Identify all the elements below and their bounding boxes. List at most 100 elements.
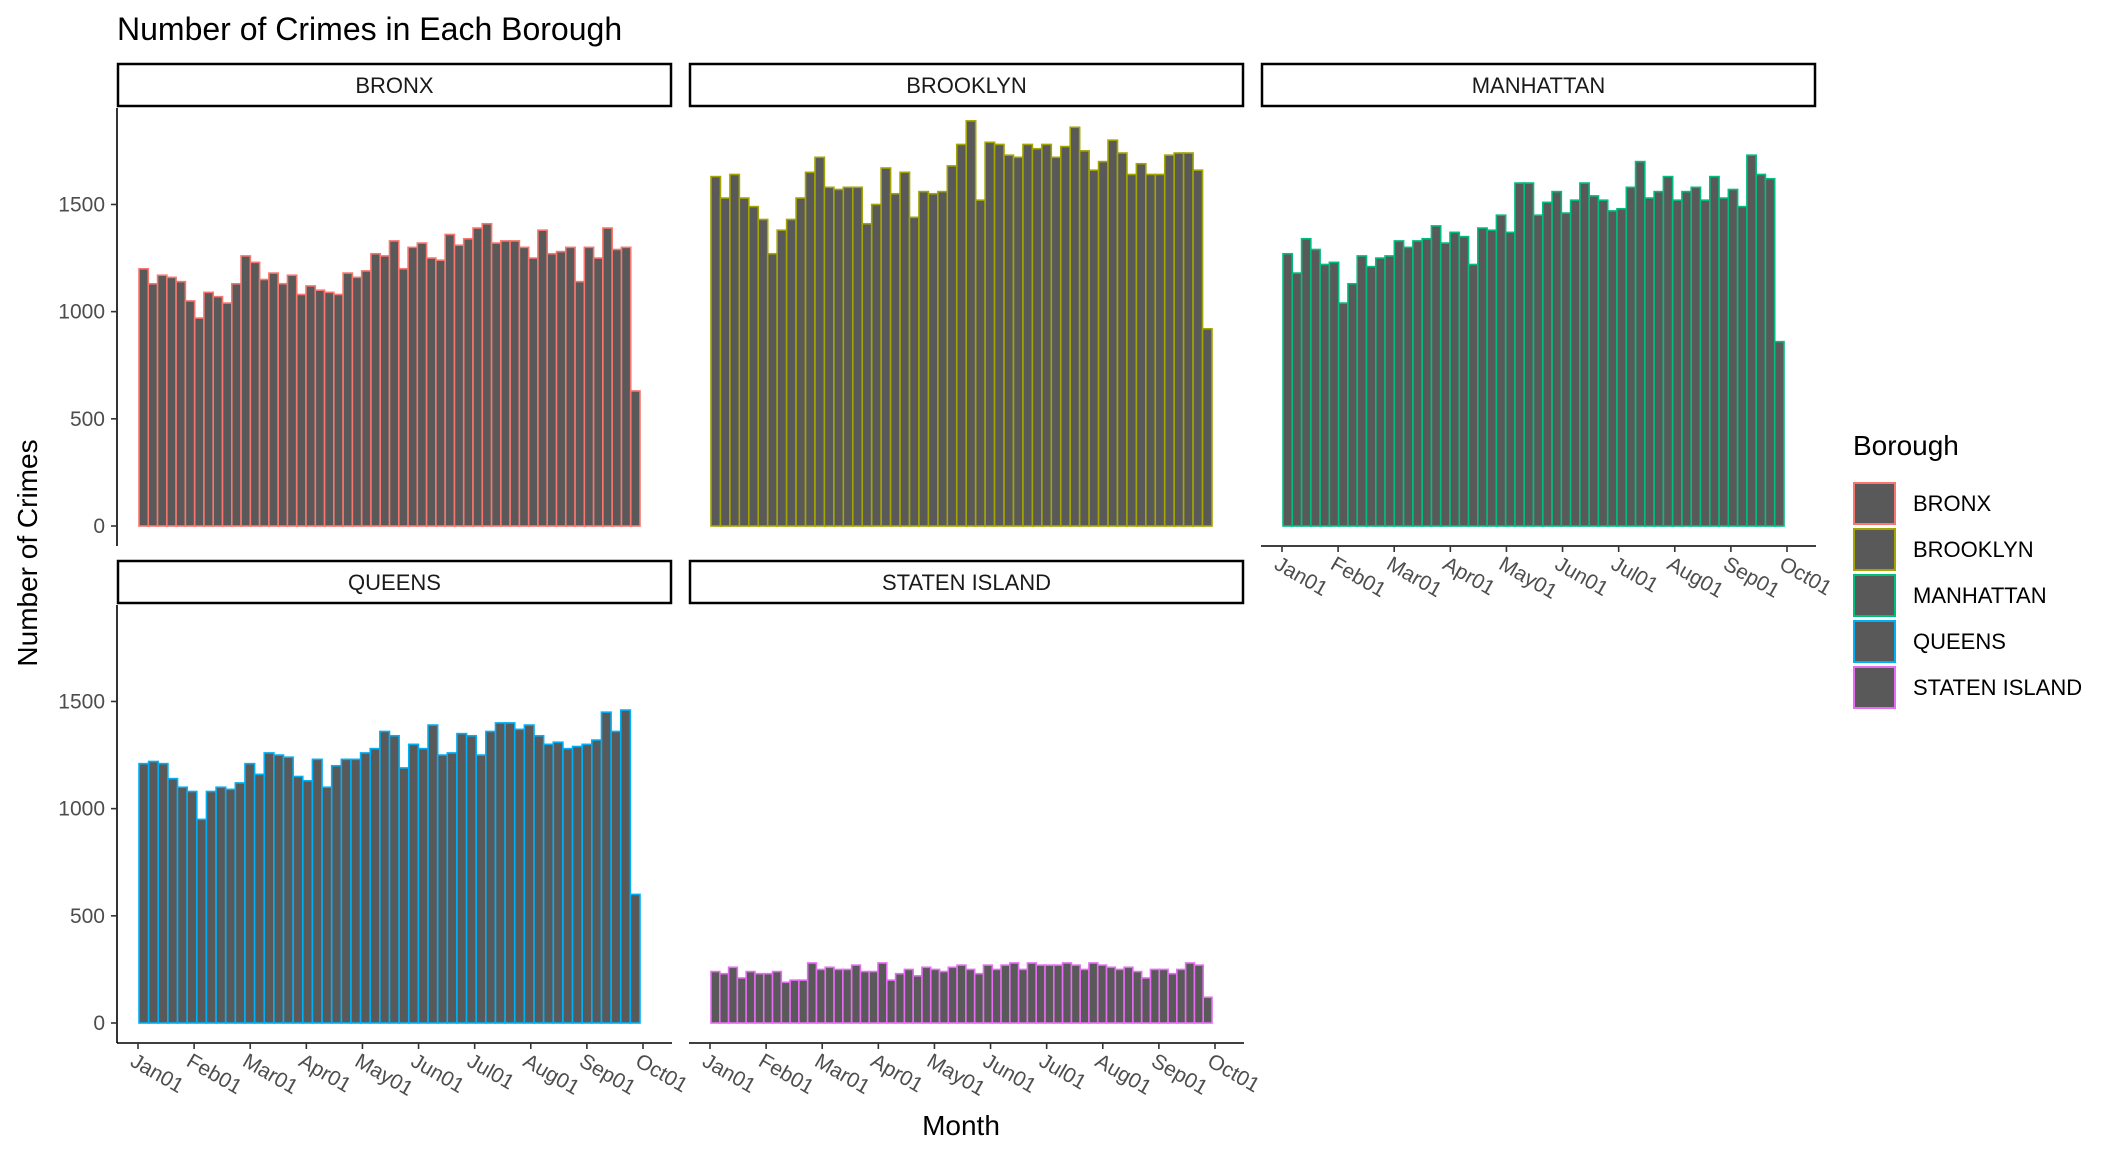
bar	[629, 390, 641, 527]
y-tick-label: 500	[70, 905, 105, 928]
bar	[1365, 265, 1377, 527]
bar	[196, 818, 208, 1024]
bar	[833, 968, 844, 1024]
bar	[1458, 235, 1470, 527]
bar	[1126, 173, 1138, 527]
bar	[1310, 248, 1321, 527]
x-tick-label: Feb01	[755, 1049, 818, 1099]
bar	[230, 282, 242, 527]
bar	[453, 244, 465, 527]
bar	[745, 970, 756, 1024]
x-axis-title: Month	[922, 1110, 1000, 1141]
bar	[1176, 968, 1187, 1024]
bar	[1069, 126, 1081, 527]
bar	[398, 767, 410, 1024]
x-tick-label: Mar01	[1383, 552, 1446, 602]
x-tick-label: Jul01	[1607, 552, 1662, 597]
facet-strip-queens	[116, 559, 673, 605]
bar	[166, 276, 177, 527]
y-tick-label: 0	[93, 515, 105, 538]
bar	[1662, 175, 1674, 527]
bar	[1116, 152, 1128, 527]
bar	[333, 293, 344, 527]
bar	[1746, 154, 1757, 527]
bar	[921, 966, 932, 1024]
bar	[518, 246, 530, 527]
panel-bronx: BRONX 0 500 1000 1500	[58, 62, 673, 546]
bar	[523, 724, 535, 1024]
bar	[533, 734, 545, 1024]
bar	[314, 289, 326, 527]
bar	[885, 979, 897, 1024]
x-tick-label: Jul01	[463, 1049, 518, 1094]
bar	[1319, 263, 1331, 527]
bar	[552, 741, 564, 1024]
bar	[1616, 207, 1628, 527]
bar	[359, 752, 372, 1024]
panel-brooklyn: BROOKLYN	[688, 62, 1245, 527]
bar	[1182, 152, 1194, 527]
bar	[1012, 156, 1024, 527]
bar	[1096, 964, 1108, 1024]
bar	[798, 979, 809, 1024]
bar	[292, 775, 304, 1024]
bar	[757, 218, 769, 527]
bar	[789, 979, 800, 1024]
bar	[903, 968, 914, 1024]
bar	[965, 968, 976, 1024]
bar	[1059, 145, 1071, 527]
bar	[240, 255, 252, 527]
bar	[224, 788, 237, 1024]
bars-brooklyn	[710, 120, 1213, 527]
x-tick-label: Jan01	[699, 1049, 760, 1098]
bar	[937, 190, 949, 527]
bar	[175, 280, 187, 527]
bar	[1449, 231, 1461, 527]
bar	[555, 250, 567, 527]
bar	[908, 216, 920, 527]
bar	[465, 734, 478, 1024]
bar	[1123, 966, 1134, 1024]
x-tick-label: Mar01	[239, 1049, 302, 1099]
bar	[982, 964, 994, 1024]
facet-label-brooklyn: BROOKLYN	[906, 73, 1027, 98]
legend-item-queens: QUEENS	[1853, 620, 2006, 663]
bar	[537, 229, 549, 527]
y-tick-label: 1500	[58, 690, 105, 713]
bar	[444, 233, 456, 527]
bar	[1202, 996, 1213, 1024]
legend-label-brooklyn: BROOKLYN	[1913, 537, 2034, 562]
bar	[899, 171, 911, 527]
bar	[321, 786, 333, 1024]
x-tick-label: Mar01	[811, 1049, 874, 1099]
bar	[504, 722, 516, 1024]
bar	[889, 192, 901, 527]
bar	[1050, 156, 1062, 527]
x-tick-label: Aug01	[1663, 552, 1727, 602]
bar	[263, 752, 275, 1024]
bar	[610, 730, 622, 1024]
chart-title: Number of Crimes in Each Borough	[117, 11, 622, 47]
legend-title: Borough	[1853, 430, 1959, 461]
bar	[766, 252, 778, 527]
x-tick-label: Aug01	[1091, 1049, 1155, 1099]
bar	[446, 752, 458, 1024]
legend-key-bronx	[1853, 482, 1896, 525]
bar	[1097, 160, 1109, 527]
bar	[1026, 962, 1038, 1024]
bar	[167, 777, 179, 1024]
bar	[564, 246, 576, 527]
x-tick-label: Jan01	[1271, 552, 1332, 601]
bar	[1560, 212, 1572, 527]
bar	[1384, 255, 1396, 527]
bar	[1145, 173, 1157, 527]
facet-strip-brooklyn	[688, 62, 1245, 108]
x-tick-label: Apr01	[867, 1049, 927, 1097]
legend-item-bronx: BRONX	[1853, 482, 1992, 525]
bar	[736, 977, 747, 1024]
bar	[1158, 968, 1169, 1024]
x-tick-label: Apr01	[1439, 552, 1499, 600]
bar	[1061, 962, 1073, 1024]
bar	[388, 734, 400, 1024]
bar	[571, 745, 583, 1024]
